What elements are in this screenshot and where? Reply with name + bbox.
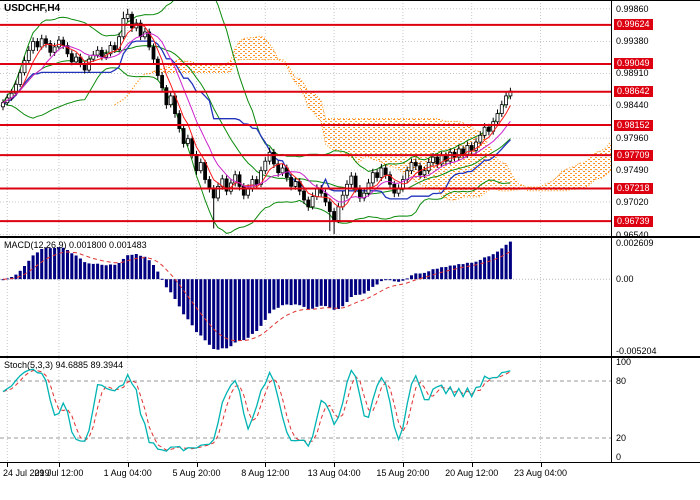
price-axis-label: 0.99860 — [616, 3, 649, 14]
stoch-main-line — [2, 368, 511, 452]
price-chart-canvas[interactable] — [0, 0, 611, 236]
senkou-a-line — [114, 35, 611, 201]
price-axis-label: 0.98910 — [616, 68, 649, 79]
ma-mid-line — [2, 32, 511, 203]
time-axis-label: 13 Aug 04:00 — [307, 468, 361, 478]
time-axis-line — [0, 462, 700, 463]
macd-signal-line — [2, 251, 511, 342]
panel-separator[interactable] — [0, 236, 700, 238]
time-axis-tick — [58, 463, 60, 467]
time-axis-label: 1 Aug 04:00 — [103, 468, 152, 478]
ma-fast-line — [2, 23, 511, 208]
price-axis-label: 0.96540 — [616, 229, 649, 240]
price-level-badge: 0.97218 — [614, 183, 653, 195]
price-axis-label: 0.97490 — [616, 165, 649, 176]
time-axis-label: 8 Aug 12:00 — [241, 468, 290, 478]
price-level-badge: 0.99624 — [614, 19, 653, 31]
stoch-axis[interactable]: 100 80 20 0 — [612, 357, 700, 462]
time-axis-tick — [196, 463, 198, 467]
time-axis-label: 5 Aug 20:00 — [172, 468, 221, 478]
price-level-badge: 0.98642 — [614, 86, 653, 98]
axis-divider — [611, 0, 612, 462]
time-axis-tick — [471, 463, 473, 467]
macd-axis-label: -0.005204 — [616, 345, 657, 356]
time-axis-label: 15 Aug 20:00 — [376, 468, 430, 478]
kijun-line — [2, 40, 511, 200]
time-axis-label: 20 Aug 12:00 — [445, 468, 499, 478]
time-axis-tick — [127, 463, 129, 467]
macd-panel-canvas[interactable] — [0, 238, 611, 356]
time-axis-tick — [7, 463, 9, 467]
price-axis-label: 0.98440 — [616, 100, 649, 111]
time-axis-tick — [334, 463, 336, 467]
time-axis-label: 23 Aug 04:00 — [513, 468, 568, 478]
price-axis-label: 0.97020 — [616, 196, 649, 207]
stoch-axis-label: 100 — [616, 357, 632, 367]
macd-indicator-label: MACD(12,26,9) 0.001800 0.001483 — [4, 240, 147, 250]
stoch-indicator-label: Stoch(5,3,3) 94.6885 89.3944 — [4, 360, 124, 370]
panel-separator[interactable] — [0, 356, 700, 358]
chart-top-border — [0, 0, 700, 1]
macd-axis-label: 0.00 — [616, 274, 634, 285]
time-axis-label: 29 Jul 12:00 — [34, 468, 84, 478]
time-axis-label: 24 Jul 2019 — [3, 468, 50, 478]
stoch-axis-label: 80 — [616, 376, 627, 386]
stoch-axis-label: 20 — [616, 433, 627, 443]
time-axis-tick — [540, 463, 542, 467]
time-axis[interactable]: 24 Jul 2019 29 Jul 12:00 1 Aug 04:00 5 Aug … — [0, 463, 700, 500]
macd-histogram — [1, 241, 512, 350]
price-axis-label: 0.97960 — [616, 133, 649, 144]
chart-symbol-label: USDCHF,H4 — [4, 3, 61, 14]
bollinger-lower-line — [2, 67, 511, 234]
macd-axis-label: 0.002609 — [616, 238, 654, 249]
price-level-badge: 0.98152 — [614, 119, 653, 131]
price-level-badge: 0.99049 — [614, 58, 653, 70]
price-axis-label: 0.99380 — [616, 36, 649, 47]
price-level-badge: 0.97709 — [614, 149, 653, 161]
stoch-axis-label: 0 — [616, 452, 622, 462]
ichimoku-cloud — [114, 36, 611, 200]
macd-axis[interactable]: 0.002609 0.00 -0.005204 — [612, 238, 700, 356]
stoch-panel-canvas[interactable] — [0, 358, 611, 462]
time-axis-tick — [402, 463, 404, 467]
price-level-badge: 0.96739 — [614, 215, 653, 227]
price-axis[interactable]: 0.99860 0.99380 0.98910 0.98440 0.97960 0.974… — [612, 0, 700, 240]
time-axis-tick — [265, 463, 267, 467]
